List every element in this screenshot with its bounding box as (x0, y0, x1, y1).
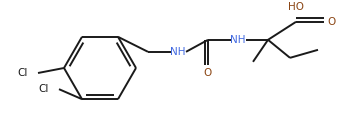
Text: HO: HO (288, 2, 304, 12)
Text: NH: NH (230, 35, 246, 45)
Text: O: O (204, 68, 212, 78)
Text: Cl: Cl (18, 68, 28, 78)
Text: NH: NH (170, 47, 186, 57)
Text: O: O (328, 17, 336, 27)
Text: Cl: Cl (38, 84, 49, 94)
